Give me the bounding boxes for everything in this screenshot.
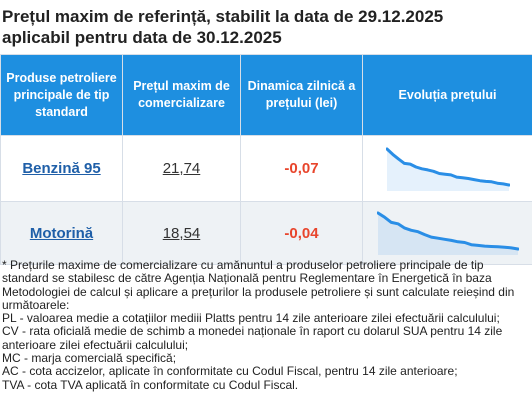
trend-cell: [362, 201, 532, 265]
trend-area: [377, 213, 518, 255]
daily-change-benzina: -0,07: [284, 160, 319, 177]
trend-line: [376, 211, 519, 251]
column-header-daily-change: Dinamica zilnică a prețului (lei): [240, 54, 363, 136]
footnote-intro: * Prețurile maxime de comercializare cu …: [2, 258, 515, 312]
footnote-pl: PL - valoarea medie a cotațiilor mediii …: [2, 311, 500, 326]
table-header-row: Produse petroliere principale de tip sta…: [0, 54, 532, 136]
max-price-motorina: 18,54: [162, 224, 201, 242]
column-header-price-trend: Evoluția prețului: [362, 54, 532, 136]
footnote-tva: TVA - cota TVA aplicată în conformitate …: [2, 377, 299, 392]
daily-change-motorina: -0,04: [284, 224, 319, 242]
product-link-motorina[interactable]: Motorină: [29, 224, 94, 242]
price-table: Produse petroliere principale de tip sta…: [0, 54, 532, 265]
footnote-ac: AC - cota accizelor, aplicate în conform…: [2, 364, 458, 379]
column-header-max-price: Prețul maxim de comercializare: [122, 54, 241, 136]
max-price-benzina: 21,74: [162, 160, 201, 177]
title-line-1: Prețul maxim de referință, stabilit la d…: [2, 7, 444, 26]
trend-sparkline-motorina: [376, 211, 519, 255]
trend-cell: [362, 135, 532, 202]
max-price-cell: 21,74: [122, 135, 241, 202]
product-link-benzina[interactable]: Benzină 95: [22, 160, 101, 177]
daily-change-cell: -0,04: [240, 201, 363, 265]
footnotes: * Prețurile maxime de comercializare cu …: [2, 258, 530, 392]
footnote-cv: CV - rata oficială medie de schimb a mon…: [2, 324, 503, 352]
trend-area: [386, 148, 509, 191]
table-row-motorina: Motorină 18,54 -0,04: [0, 201, 532, 265]
max-price-cell: 18,54: [122, 201, 241, 265]
product-cell: Motorină: [0, 201, 123, 265]
daily-change-cell: -0,07: [240, 135, 363, 202]
product-cell: Benzină 95: [0, 135, 123, 202]
title-line-2: aplicabil pentru data de 30.12.2025: [2, 28, 282, 47]
page-title: Prețul maxim de referință, stabilit la d…: [2, 6, 530, 48]
trend-sparkline-benzina: [385, 147, 510, 191]
column-header-product: Produse petroliere principale de tip sta…: [0, 54, 123, 136]
table-row-benzina: Benzină 95 21,74 -0,07: [0, 135, 532, 202]
trend-line: [385, 147, 510, 186]
footnote-mc: MC - marja comercială specifică;: [2, 351, 177, 366]
